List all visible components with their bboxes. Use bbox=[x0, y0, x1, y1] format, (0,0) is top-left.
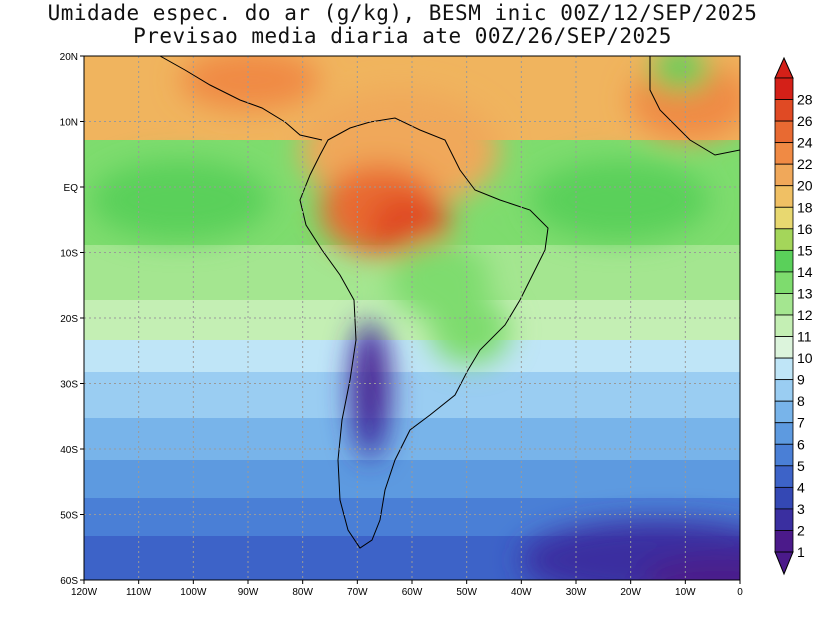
humidity-field bbox=[84, 56, 740, 580]
colorbar-swatch bbox=[774, 120, 794, 144]
title-line-1: Umidade espec. do ar (g/kg), BESM inic 0… bbox=[47, 1, 758, 25]
lon-label: 110W bbox=[126, 587, 152, 598]
colorbar-swatch bbox=[774, 206, 794, 230]
colorbar-swatch bbox=[774, 508, 794, 531]
lon-label: 30W bbox=[566, 587, 587, 598]
colorbar-label: 1 bbox=[797, 544, 805, 560]
colorbar-label: 4 bbox=[797, 479, 805, 495]
south-america-outline bbox=[299, 117, 549, 549]
colorbar-swatch bbox=[774, 163, 794, 187]
colorbar-swatch bbox=[774, 379, 794, 402]
colorbar-label: 2 bbox=[797, 522, 805, 538]
colorbar-label: 7 bbox=[797, 415, 805, 431]
colorbar-top-arrow bbox=[774, 56, 794, 79]
colorbar-bottom-arrow bbox=[774, 551, 794, 576]
lon-label: 80W bbox=[292, 587, 313, 598]
colorbar-label: 26 bbox=[797, 113, 813, 129]
central-america-outline bbox=[159, 56, 323, 141]
colorbar-label: 20 bbox=[797, 178, 813, 194]
lat-label: 40S bbox=[60, 445, 78, 456]
title-line-2: Previsao media diaria ate 00Z/26/SEP/202… bbox=[133, 24, 672, 48]
colorbar-swatch bbox=[774, 465, 794, 488]
colorbar-label: 10 bbox=[797, 350, 813, 366]
lat-label: 10N bbox=[60, 118, 78, 129]
colorbar-swatch bbox=[774, 443, 794, 467]
africa-outline bbox=[649, 56, 740, 156]
colorbar-label: 22 bbox=[797, 156, 813, 172]
colorbar-label: 5 bbox=[797, 458, 805, 474]
colorbar-swatch bbox=[774, 486, 794, 510]
colorbar-label: 15 bbox=[797, 242, 813, 258]
colorbar-label: 16 bbox=[797, 221, 813, 237]
colorbar-swatch bbox=[774, 271, 794, 294]
colorbar-swatch bbox=[774, 336, 794, 359]
lon-label: 10W bbox=[675, 587, 696, 598]
colorbar-swatch bbox=[774, 185, 794, 208]
lat-label: EQ bbox=[64, 183, 79, 194]
graticule bbox=[84, 56, 740, 580]
lon-label: 70W bbox=[347, 587, 368, 598]
colorbar-swatch bbox=[774, 314, 794, 337]
colorbar-label: 18 bbox=[797, 199, 813, 215]
lat-label: 20N bbox=[60, 52, 78, 63]
lon-label: 60W bbox=[402, 587, 423, 598]
longitude-labels: 120W 110W 100W 90W 80W 70W 60W 50W 40W 30W 20W 10W 0 bbox=[71, 580, 743, 598]
colorbar-label: 3 bbox=[797, 501, 805, 517]
colorbar-label: 8 bbox=[797, 393, 805, 409]
colorbar-swatch bbox=[774, 142, 794, 165]
lon-label: 90W bbox=[238, 587, 259, 598]
colorbar-label: 24 bbox=[797, 135, 813, 151]
lat-label: 60S bbox=[60, 576, 78, 587]
coastlines bbox=[159, 56, 740, 549]
lon-label: 0 bbox=[737, 587, 743, 598]
colorbar-label: 13 bbox=[797, 285, 813, 301]
lat-label: 10S bbox=[60, 249, 78, 260]
colorbar-label: 12 bbox=[797, 307, 813, 323]
colorbar-label: 6 bbox=[797, 436, 805, 452]
colorbar-swatch bbox=[774, 99, 794, 122]
colorbar-swatch bbox=[774, 530, 794, 553]
lon-label: 50W bbox=[456, 587, 477, 598]
latitude-labels: 20N 10N EQ 10S 20S 30S 40S 50S 60S bbox=[60, 52, 84, 587]
colorbar-label: 11 bbox=[797, 329, 812, 345]
lon-label: 40W bbox=[511, 587, 532, 598]
colorbar-swatch bbox=[774, 293, 794, 316]
lat-label: 30S bbox=[60, 380, 78, 391]
colorbar-swatch bbox=[774, 249, 794, 273]
lon-label: 100W bbox=[180, 587, 207, 598]
colorbar-swatch bbox=[774, 228, 794, 251]
colorbar-swatch bbox=[774, 77, 794, 100]
lon-label: 120W bbox=[71, 587, 98, 598]
colorbar-swatch bbox=[774, 422, 794, 445]
colorbar-swatch bbox=[774, 400, 794, 424]
colorbar-label: 14 bbox=[797, 264, 813, 280]
lon-label: 20W bbox=[620, 587, 641, 598]
lat-label: 20S bbox=[60, 314, 78, 325]
colorbar-label: 28 bbox=[797, 92, 813, 108]
colorbar-swatch bbox=[774, 357, 794, 381]
lat-label: 50S bbox=[60, 511, 78, 522]
colorbar-label: 9 bbox=[797, 372, 805, 388]
